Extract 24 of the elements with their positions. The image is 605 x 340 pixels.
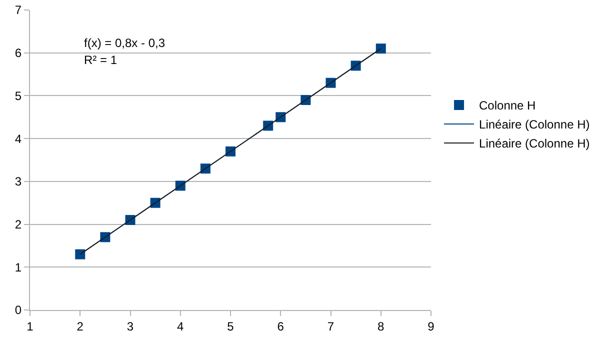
y-tick-label: 7 (14, 3, 22, 18)
x-tick-label: 3 (126, 319, 134, 334)
y-tick-label: 0 (14, 303, 22, 318)
x-tick-label: 9 (428, 319, 435, 334)
y-tick-label: 4 (14, 132, 22, 146)
x-tick-label: 8 (378, 319, 385, 334)
legend-label: Linéaire (Colonne H) (479, 118, 590, 132)
x-tick-label: 4 (177, 319, 184, 334)
annotation: R² = 1 (84, 53, 118, 67)
legend-label: Colonne H (479, 98, 536, 113)
point (75, 249, 86, 260)
x-tick-label: 2 (76, 319, 84, 334)
y-tick-label: 2 (14, 217, 22, 232)
y-tick-label: 3 (14, 174, 22, 189)
y-tick-label: 5 (14, 88, 22, 103)
point (376, 44, 386, 54)
x-tick-label: 1 (26, 319, 34, 334)
x-tick-label: 5 (227, 319, 234, 334)
x-tick-label: 7 (327, 319, 334, 334)
y-tick-label: 1 (14, 260, 22, 274)
legend-label: Linéaire (Colonne H) (479, 136, 590, 151)
x-tick-label: 6 (277, 319, 284, 334)
y-tick-label: 6 (14, 46, 22, 60)
annotation: f(x) = 0,8x - 0,3 (84, 36, 166, 50)
